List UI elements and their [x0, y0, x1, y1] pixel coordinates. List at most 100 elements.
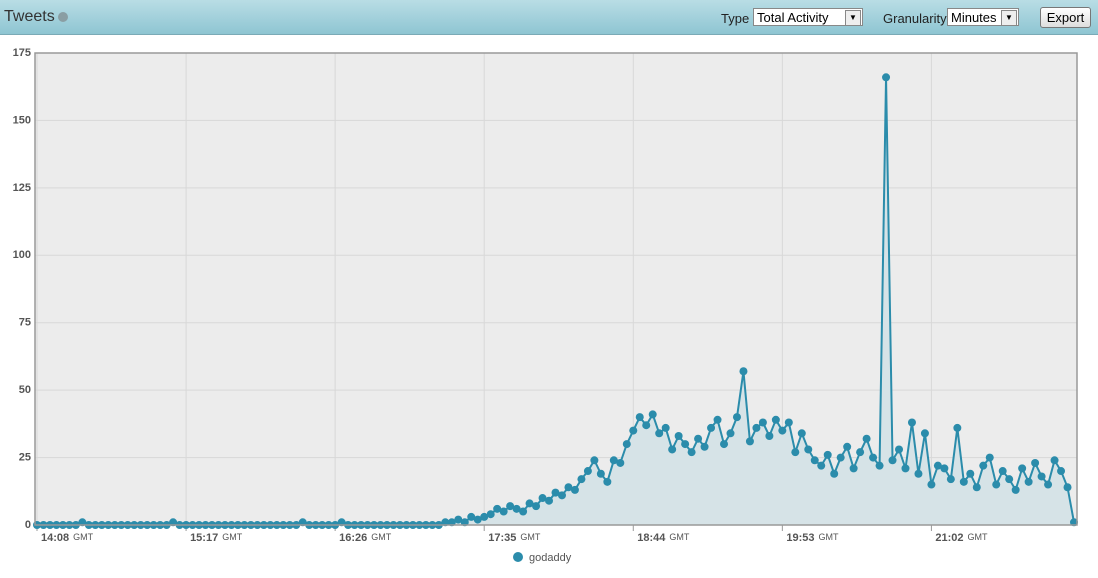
toolbar: Tweets Type Total Activity ▼ Granularity …	[0, 0, 1098, 35]
point	[758, 418, 767, 427]
tick-zone: GMT	[520, 532, 540, 542]
tick-time: 16:26	[339, 532, 367, 544]
point	[609, 456, 618, 465]
point	[519, 507, 528, 516]
point	[1005, 475, 1014, 484]
y-tick-label: 25	[19, 451, 31, 463]
point	[570, 485, 579, 494]
point	[590, 456, 599, 465]
point	[720, 440, 729, 449]
point	[992, 480, 1001, 489]
point	[739, 367, 748, 376]
point	[661, 423, 670, 432]
y-tick-label: 100	[13, 249, 31, 261]
point	[836, 453, 845, 462]
point	[817, 461, 826, 470]
title: Tweets	[4, 8, 55, 25]
x-tick-label: 17:35 GMT	[488, 532, 541, 544]
point	[629, 426, 638, 435]
point	[946, 475, 955, 484]
x-tick-label: 16:26 GMT	[339, 532, 392, 544]
point	[486, 510, 495, 519]
point	[823, 450, 832, 459]
y-tick-label: 0	[25, 519, 31, 531]
tick-zone: GMT	[73, 532, 93, 542]
point	[972, 483, 981, 492]
legend-marker	[513, 552, 523, 562]
point	[726, 429, 735, 438]
point	[745, 437, 754, 446]
point	[648, 410, 657, 419]
point	[940, 464, 949, 473]
area	[37, 77, 1074, 525]
point	[869, 453, 878, 462]
tick-time: 19:53	[786, 532, 814, 544]
help-icon[interactable]	[58, 12, 68, 22]
point	[1024, 477, 1033, 486]
point	[532, 502, 541, 511]
point	[979, 461, 988, 470]
point	[1011, 485, 1020, 494]
tick-zone: GMT	[669, 532, 689, 542]
point	[830, 469, 839, 478]
point	[506, 502, 515, 511]
point	[583, 467, 592, 476]
point	[577, 475, 586, 484]
point	[668, 445, 677, 454]
point	[966, 469, 975, 478]
tick-zone: GMT	[371, 532, 391, 542]
type-value: Total Activity	[757, 10, 829, 25]
point	[694, 434, 703, 443]
point	[1044, 480, 1053, 489]
granularity-select[interactable]: Minutes ▼	[947, 8, 1019, 26]
point	[888, 456, 897, 465]
point	[856, 448, 865, 457]
type-select[interactable]: Total Activity ▼	[753, 8, 863, 26]
point	[810, 456, 819, 465]
point	[765, 431, 774, 440]
point	[1037, 472, 1046, 481]
point	[480, 512, 489, 521]
point	[681, 440, 690, 449]
tick-time: 18:44	[637, 532, 666, 544]
point	[499, 507, 508, 516]
point	[1018, 464, 1027, 473]
plot-border	[34, 52, 1078, 526]
point	[771, 415, 780, 424]
point	[959, 477, 968, 486]
granularity-label: Granularity	[883, 11, 947, 26]
export-button[interactable]: Export	[1040, 7, 1091, 28]
y-tick-label: 125	[13, 182, 31, 194]
point	[473, 515, 482, 524]
point	[1057, 467, 1066, 476]
point	[797, 429, 806, 438]
point	[493, 504, 502, 513]
granularity-value: Minutes	[951, 10, 997, 25]
x-tick-label: 18:44 GMT	[637, 532, 690, 544]
type-label: Type	[721, 11, 750, 26]
point	[907, 418, 916, 427]
point	[454, 515, 463, 524]
point	[927, 480, 936, 489]
point	[545, 496, 554, 505]
point	[622, 440, 631, 449]
point	[849, 464, 858, 473]
point	[914, 469, 923, 478]
point	[752, 423, 761, 432]
point	[557, 491, 566, 500]
point	[603, 477, 612, 486]
point	[778, 426, 787, 435]
point	[953, 423, 962, 432]
point	[985, 453, 994, 462]
x-tick-label: 14:08 GMT	[41, 532, 94, 544]
point	[882, 73, 891, 82]
point	[642, 421, 651, 430]
point	[700, 442, 709, 451]
point	[707, 423, 716, 432]
x-tick-label: 15:17 GMT	[190, 532, 243, 544]
x-tick-label: 21:02 GMT	[935, 532, 988, 544]
y-tick-label: 75	[19, 317, 31, 329]
y-tick-label: 150	[13, 114, 31, 126]
point	[1063, 483, 1072, 492]
